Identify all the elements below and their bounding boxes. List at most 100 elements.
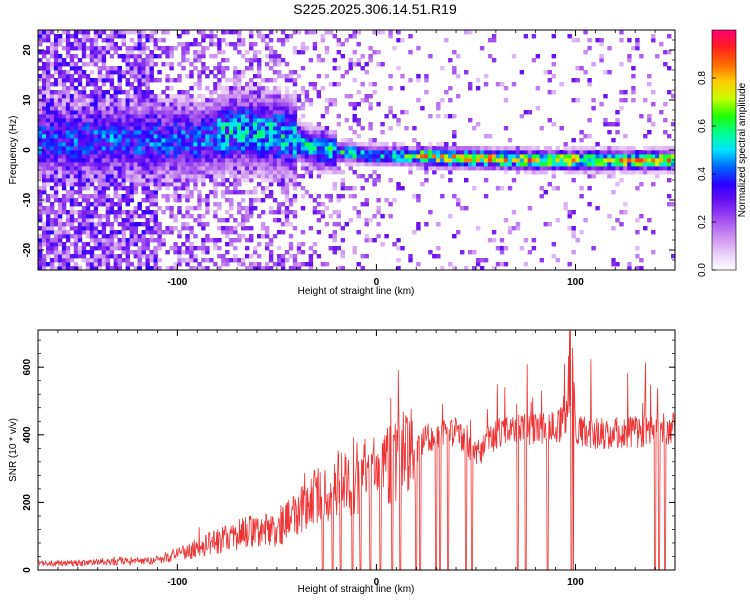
heatmap-cell bbox=[221, 94, 226, 99]
heatmap-cell bbox=[555, 146, 560, 151]
heatmap-cell bbox=[97, 174, 103, 179]
heatmap-cell bbox=[547, 118, 552, 123]
heatmap-cell bbox=[145, 94, 150, 99]
heatmap-cell bbox=[161, 102, 166, 107]
heatmap-cell bbox=[197, 130, 202, 135]
heatmap-cell bbox=[85, 234, 91, 239]
heatmap-cell bbox=[101, 262, 107, 267]
heatmap-cell bbox=[97, 190, 103, 195]
heatmap-cell bbox=[615, 262, 620, 267]
heatmap-cell bbox=[129, 198, 134, 203]
heatmap-cell bbox=[667, 166, 672, 171]
heatmap-cell bbox=[97, 182, 103, 187]
heatmap-cell bbox=[615, 166, 620, 171]
heatmap-cell bbox=[647, 130, 652, 135]
heatmap-cell bbox=[145, 114, 150, 119]
heatmap-cell bbox=[153, 166, 158, 171]
heatmap-cell bbox=[105, 250, 111, 255]
heatmap-cell bbox=[631, 74, 636, 79]
heatmap-cell bbox=[173, 122, 178, 127]
heatmap-cell bbox=[229, 130, 234, 135]
heatmap-cell bbox=[491, 154, 497, 159]
heatmap-cell bbox=[193, 154, 198, 159]
heatmap-cell bbox=[161, 118, 166, 123]
heatmap-cell bbox=[241, 226, 246, 231]
heatmap-cell bbox=[125, 126, 130, 131]
heatmap-cell bbox=[472, 158, 477, 163]
heatmap-cell bbox=[141, 58, 146, 63]
heatmap-cell bbox=[607, 166, 612, 171]
heatmap-cell bbox=[133, 230, 138, 235]
heatmap-cell bbox=[193, 142, 198, 147]
heatmap-cell bbox=[276, 162, 282, 167]
heatmap-cell bbox=[368, 238, 373, 243]
heatmap-cell bbox=[153, 110, 158, 115]
heatmap-cell bbox=[257, 106, 262, 111]
heatmap-cell bbox=[177, 122, 182, 127]
heatmap-cell bbox=[499, 166, 505, 171]
heatmap-cell bbox=[332, 98, 337, 103]
heatmap-cell bbox=[129, 214, 134, 219]
heatmap-cell bbox=[189, 162, 194, 167]
heatmap-cell bbox=[332, 234, 337, 239]
heatmap-cell bbox=[46, 118, 51, 123]
heatmap-cell bbox=[312, 138, 318, 143]
heatmap-cell bbox=[197, 190, 202, 195]
heatmap-cell bbox=[113, 242, 118, 247]
heatmap-cell bbox=[197, 110, 202, 115]
heatmap-cell bbox=[185, 94, 190, 99]
heatmap-cell bbox=[145, 210, 150, 215]
heatmap-cell bbox=[352, 146, 357, 151]
heatmap-cell bbox=[113, 66, 118, 71]
heatmap-cell bbox=[185, 158, 190, 163]
heatmap-cell bbox=[264, 166, 270, 171]
heatmap-cell bbox=[42, 74, 47, 79]
heatmap-cell bbox=[121, 102, 126, 107]
heatmap-cell bbox=[201, 198, 206, 203]
heatmap-cell bbox=[272, 90, 278, 95]
heatmap-cell bbox=[257, 110, 262, 115]
heatmap-cell bbox=[201, 54, 206, 59]
heatmap-cell bbox=[388, 150, 393, 155]
heatmap-cell bbox=[221, 30, 226, 35]
heatmap-cell bbox=[607, 122, 612, 127]
heatmap-cell bbox=[253, 122, 258, 127]
heatmap-cell bbox=[264, 226, 270, 231]
heatmap-cell bbox=[328, 246, 333, 251]
heatmap-cell bbox=[177, 142, 182, 147]
heatmap-cell bbox=[603, 170, 608, 175]
heatmap-cell bbox=[57, 38, 63, 43]
heatmap-cell bbox=[300, 194, 306, 199]
heatmap-cell bbox=[260, 222, 266, 227]
heatmap-cell bbox=[376, 222, 381, 227]
heatmap-cell bbox=[460, 162, 465, 167]
heatmap-cell bbox=[93, 198, 99, 203]
heatmap-cell bbox=[284, 198, 290, 203]
heatmap-cell bbox=[193, 82, 198, 87]
heatmap-cell bbox=[113, 50, 118, 55]
heatmap-cell bbox=[567, 154, 572, 159]
heatmap-cell bbox=[245, 246, 250, 251]
heatmap-cell bbox=[125, 254, 130, 259]
heatmap-cell bbox=[651, 34, 656, 39]
heatmap-cell bbox=[97, 254, 103, 259]
heatmap-cell bbox=[376, 62, 381, 67]
heatmap-cell bbox=[61, 46, 67, 51]
heatmap-cell bbox=[241, 42, 246, 47]
heatmap-cell bbox=[253, 246, 258, 251]
heatmap-cell bbox=[332, 134, 337, 139]
heatmap-cell bbox=[272, 122, 278, 127]
heatmap-cell bbox=[276, 230, 282, 235]
heatmap-cell bbox=[229, 150, 234, 155]
heatmap-cell bbox=[468, 118, 473, 123]
heatmap-cell bbox=[607, 154, 612, 159]
heatmap-cell bbox=[583, 162, 588, 167]
heatmap-cell bbox=[149, 230, 154, 235]
heatmap-cell bbox=[137, 182, 142, 187]
heatmap-cell bbox=[101, 130, 107, 135]
heatmap-cell bbox=[153, 174, 158, 179]
heatmap-cell bbox=[264, 78, 270, 83]
heatmap-cell bbox=[655, 162, 660, 167]
heatmap-cell bbox=[137, 102, 142, 107]
heatmap-cell bbox=[292, 70, 298, 75]
